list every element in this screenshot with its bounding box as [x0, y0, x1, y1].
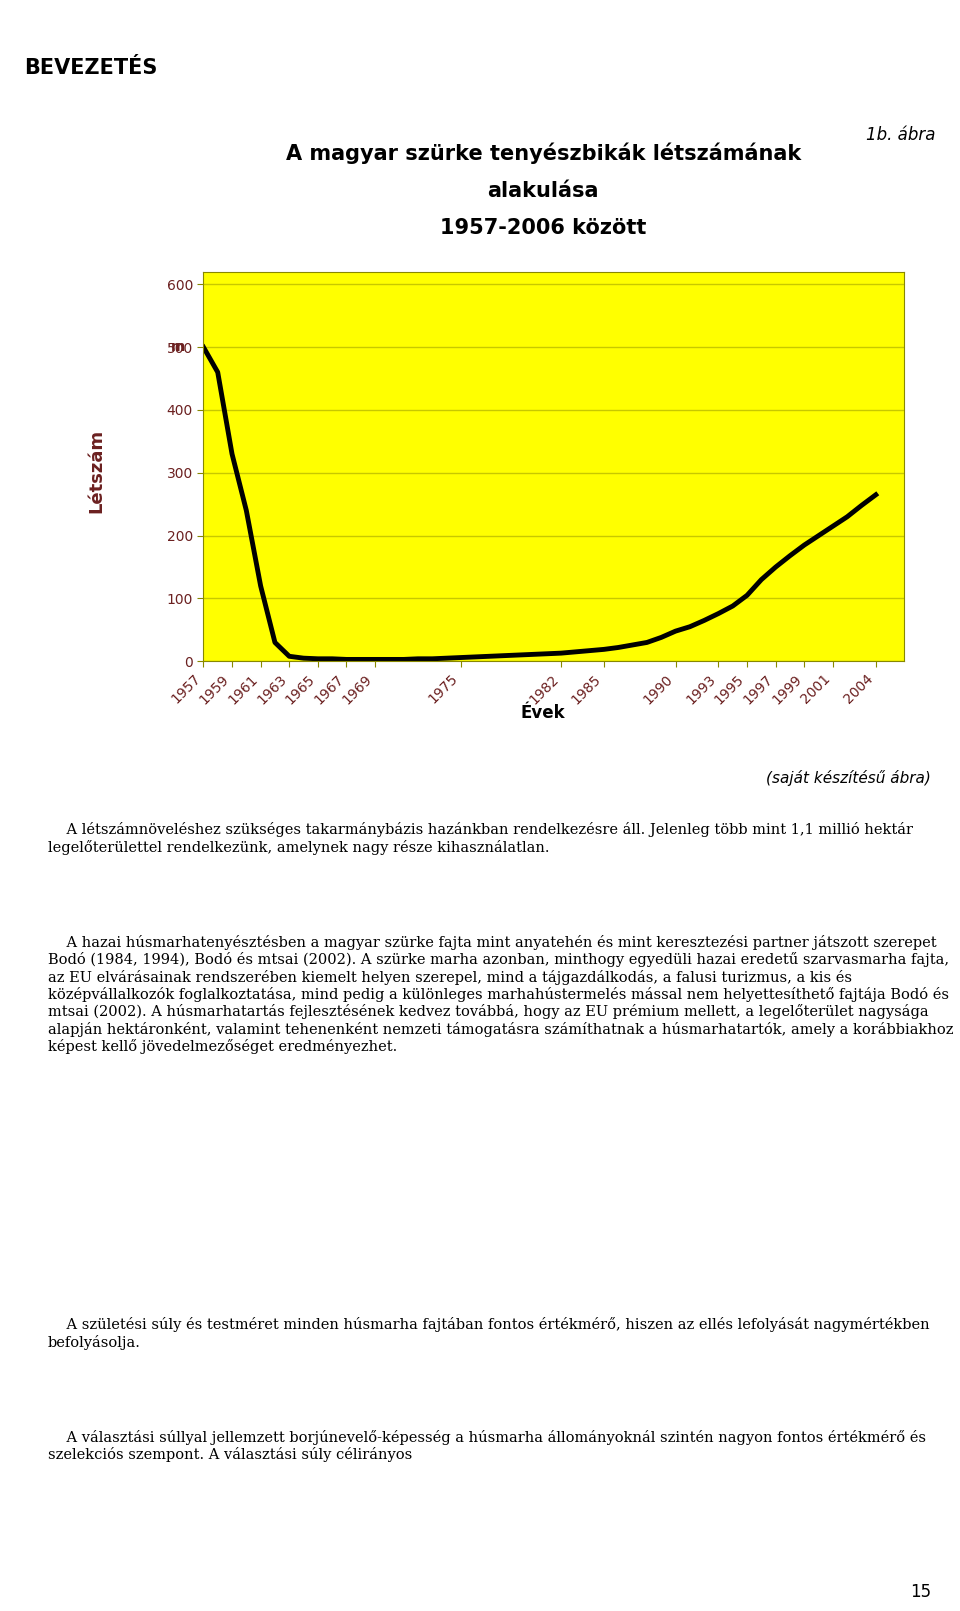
Text: m: m — [171, 340, 184, 354]
Text: BEVEZETÉS: BEVEZETÉS — [24, 58, 157, 79]
Text: A születési súly és testméret minden húsmarha fajtában fontos értékmérő, hiszen : A születési súly és testméret minden hús… — [48, 1318, 929, 1350]
Text: A magyar szürke tenyészbikák létszámának: A magyar szürke tenyészbikák létszámának — [285, 142, 801, 164]
Text: 1b. ábra: 1b. ábra — [867, 126, 936, 143]
Text: Évek: Évek — [521, 704, 565, 722]
Text: (saját készítésű ábra): (saját készítésű ábra) — [766, 770, 931, 786]
Text: Létszám: Létszám — [87, 429, 105, 514]
Text: A választási súllyal jellemzett borjúnevelő-képesség a húsmarha állományoknál sz: A választási súllyal jellemzett borjúnev… — [48, 1431, 926, 1463]
Text: 15: 15 — [910, 1582, 931, 1601]
Text: 1957-2006 között: 1957-2006 között — [440, 217, 646, 238]
Text: A hazai húsmarhatenyésztésben a magyar szürke fajta mint anyatehén és mint keres: A hazai húsmarhatenyésztésben a magyar s… — [48, 934, 953, 1054]
Text: A létszámnöveléshez szükséges takarmánybázis hazánkban rendelkezésre áll. Jelenl: A létszámnöveléshez szükséges takarmányb… — [48, 822, 913, 855]
Text: alakulása: alakulása — [488, 180, 599, 201]
